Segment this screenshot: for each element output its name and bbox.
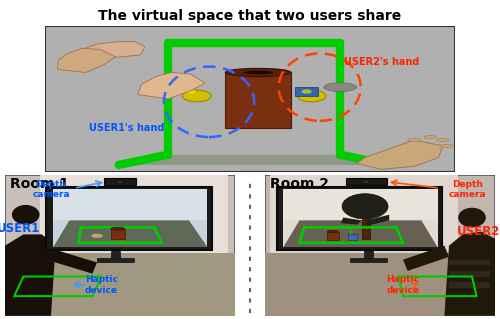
Ellipse shape <box>244 70 273 74</box>
Bar <box>449 282 490 288</box>
Ellipse shape <box>111 227 124 230</box>
Bar <box>97 258 134 263</box>
Ellipse shape <box>424 136 436 138</box>
Text: Depth
camera: Depth camera <box>448 180 486 199</box>
Ellipse shape <box>117 180 123 183</box>
Ellipse shape <box>364 180 369 183</box>
Text: Depth
camera: Depth camera <box>32 180 70 199</box>
Ellipse shape <box>12 205 40 225</box>
Bar <box>5 253 235 316</box>
Text: USER2's hand: USER2's hand <box>344 57 419 67</box>
Bar <box>362 213 370 239</box>
Bar <box>350 258 387 263</box>
Polygon shape <box>348 181 385 187</box>
Bar <box>346 178 387 185</box>
Polygon shape <box>46 249 97 274</box>
Polygon shape <box>5 234 56 316</box>
Polygon shape <box>356 140 442 169</box>
Bar <box>104 178 136 185</box>
Polygon shape <box>106 181 134 187</box>
Bar <box>46 187 212 250</box>
Bar <box>284 189 438 247</box>
Ellipse shape <box>436 138 449 141</box>
Ellipse shape <box>226 68 291 77</box>
Bar <box>111 229 124 239</box>
Text: Room 2: Room 2 <box>270 177 328 191</box>
Polygon shape <box>82 41 145 58</box>
Bar <box>295 87 318 96</box>
Bar <box>54 189 208 247</box>
Text: The virtual space that two users share: The virtual space that two users share <box>98 9 402 23</box>
Ellipse shape <box>327 230 338 233</box>
Bar <box>449 271 490 277</box>
Polygon shape <box>284 220 438 247</box>
Bar <box>40 175 228 253</box>
Bar <box>276 187 442 250</box>
Text: USER1: USER1 <box>0 222 40 235</box>
Polygon shape <box>58 48 116 72</box>
Bar <box>284 189 438 220</box>
Text: Haptic
device: Haptic device <box>85 275 118 295</box>
Bar <box>270 175 458 253</box>
Text: USER1's hand: USER1's hand <box>90 123 164 133</box>
Polygon shape <box>444 232 495 316</box>
Polygon shape <box>119 155 390 165</box>
Bar <box>348 234 357 240</box>
Ellipse shape <box>182 90 211 102</box>
Text: Haptic
device: Haptic device <box>386 275 420 295</box>
Ellipse shape <box>440 145 453 147</box>
Bar <box>364 249 373 260</box>
Ellipse shape <box>297 90 326 102</box>
Ellipse shape <box>324 83 356 92</box>
Bar <box>111 249 120 260</box>
Polygon shape <box>403 246 449 271</box>
Polygon shape <box>366 215 389 226</box>
Polygon shape <box>341 218 361 225</box>
Bar <box>226 72 291 128</box>
Bar <box>54 189 208 220</box>
Bar <box>265 253 495 316</box>
Text: USER2: USER2 <box>457 225 500 238</box>
Ellipse shape <box>342 194 388 219</box>
Polygon shape <box>54 220 208 247</box>
Text: Room 1: Room 1 <box>10 177 68 191</box>
Bar <box>449 260 490 265</box>
Ellipse shape <box>186 89 196 94</box>
Ellipse shape <box>458 208 486 227</box>
Ellipse shape <box>302 89 312 94</box>
Bar <box>327 232 338 240</box>
Ellipse shape <box>408 138 420 141</box>
Ellipse shape <box>92 234 103 238</box>
Polygon shape <box>138 72 205 99</box>
